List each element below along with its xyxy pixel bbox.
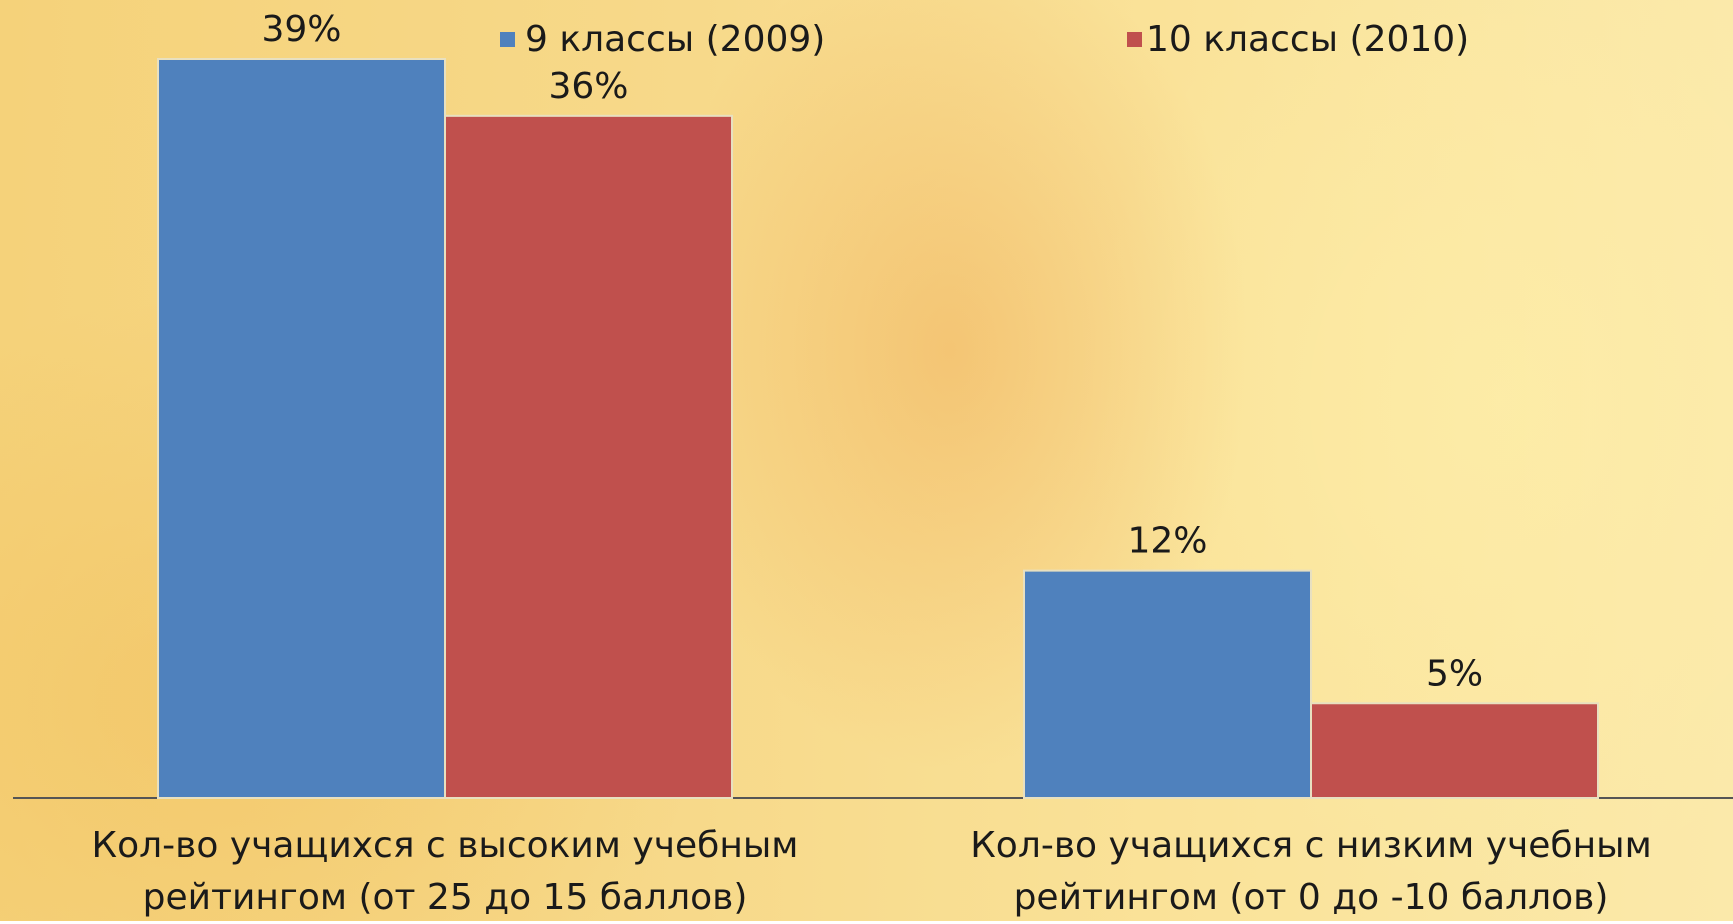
- data-label: 12%: [1127, 521, 1207, 562]
- x-tick-label: Кол-во учащихся с высоким учебным рейтин…: [91, 825, 799, 918]
- x-tick-label: Кол-во учащихся с низким учебным рейтинг…: [970, 825, 1652, 918]
- data-label: 5%: [1426, 653, 1483, 694]
- legend-label: 10 классы (2010): [1146, 19, 1469, 60]
- data-label: 36%: [548, 66, 628, 107]
- bar: [157, 58, 446, 799]
- legend-swatch: [500, 32, 515, 47]
- legend-label: 9 классы (2009): [525, 19, 825, 60]
- data-label: 39%: [261, 9, 341, 50]
- bar: [1023, 569, 1312, 799]
- bar: [444, 114, 733, 800]
- bar: [1310, 702, 1599, 799]
- legend-swatch: [1127, 32, 1142, 47]
